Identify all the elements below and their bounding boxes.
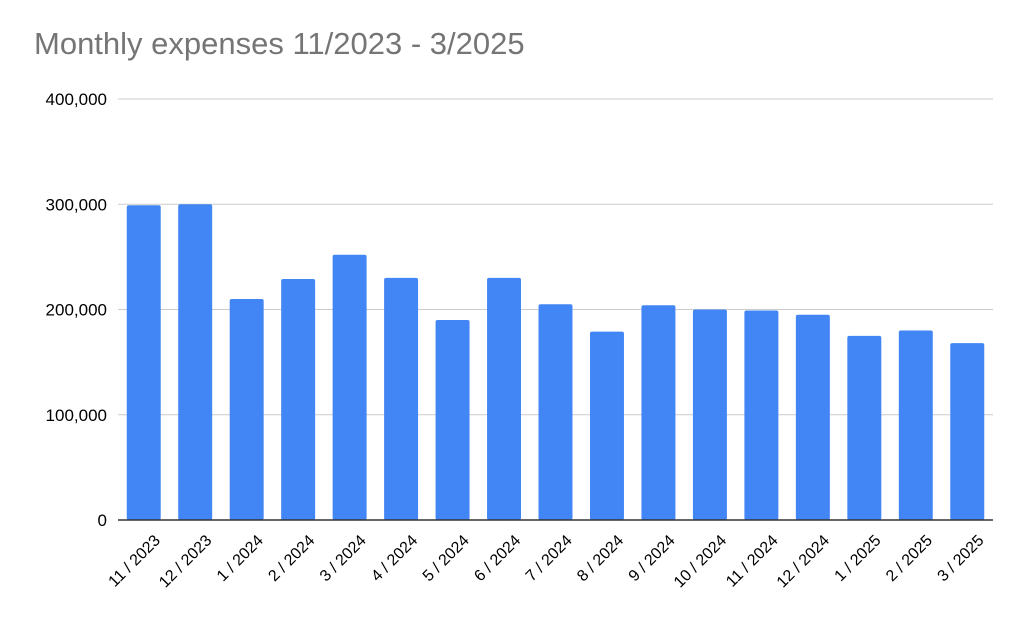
x-tick-label: 1 / 2025	[832, 532, 885, 585]
x-tick-label: 2 / 2025	[883, 532, 936, 585]
bar	[898, 330, 933, 520]
bars	[126, 204, 985, 521]
y-tick-label: 0	[98, 511, 107, 530]
y-axis-tick-labels: 0 100,000 200,000 300,000 400,000	[46, 90, 107, 530]
x-tick-label: 11 / 2023	[106, 532, 164, 590]
bar	[332, 254, 367, 520]
x-tick-label: 8 / 2024	[574, 532, 627, 585]
bar	[847, 335, 882, 520]
x-tick-label: 9 / 2024	[626, 532, 679, 585]
bar	[692, 309, 727, 520]
x-tick-label: 4 / 2024	[368, 532, 421, 585]
x-tick-label: 5 / 2024	[420, 532, 473, 585]
bar	[435, 320, 470, 520]
bar	[229, 298, 264, 520]
x-tick-label: 11 / 2024	[723, 532, 781, 590]
bar	[538, 304, 573, 520]
bar	[950, 343, 985, 520]
bar	[384, 277, 419, 520]
chart-title: Monthly expenses 11/2023 - 3/2025	[34, 26, 525, 61]
x-tick-label: 6 / 2024	[471, 532, 524, 585]
bar	[589, 331, 624, 520]
x-tick-label: 12 / 2023	[156, 532, 215, 591]
x-tick-label: 12 / 2024	[774, 532, 833, 591]
y-tick-label: 200,000	[46, 301, 107, 320]
bar	[178, 204, 213, 520]
bar	[795, 314, 830, 520]
bar	[744, 310, 779, 520]
bar	[641, 305, 676, 520]
y-tick-label: 300,000	[46, 195, 107, 214]
x-tick-label: 7 / 2024	[523, 532, 576, 585]
x-tick-label: 1 / 2024	[214, 532, 267, 585]
bar	[487, 277, 522, 520]
y-tick-label: 400,000	[46, 90, 107, 109]
x-tick-label: 10 / 2024	[671, 532, 730, 591]
bar	[281, 278, 316, 520]
y-tick-label: 100,000	[46, 406, 107, 425]
x-tick-label: 2 / 2024	[265, 532, 318, 585]
x-tick-label: 3 / 2024	[317, 532, 370, 585]
bar	[126, 205, 161, 521]
x-tick-label: 3 / 2025	[935, 532, 988, 585]
